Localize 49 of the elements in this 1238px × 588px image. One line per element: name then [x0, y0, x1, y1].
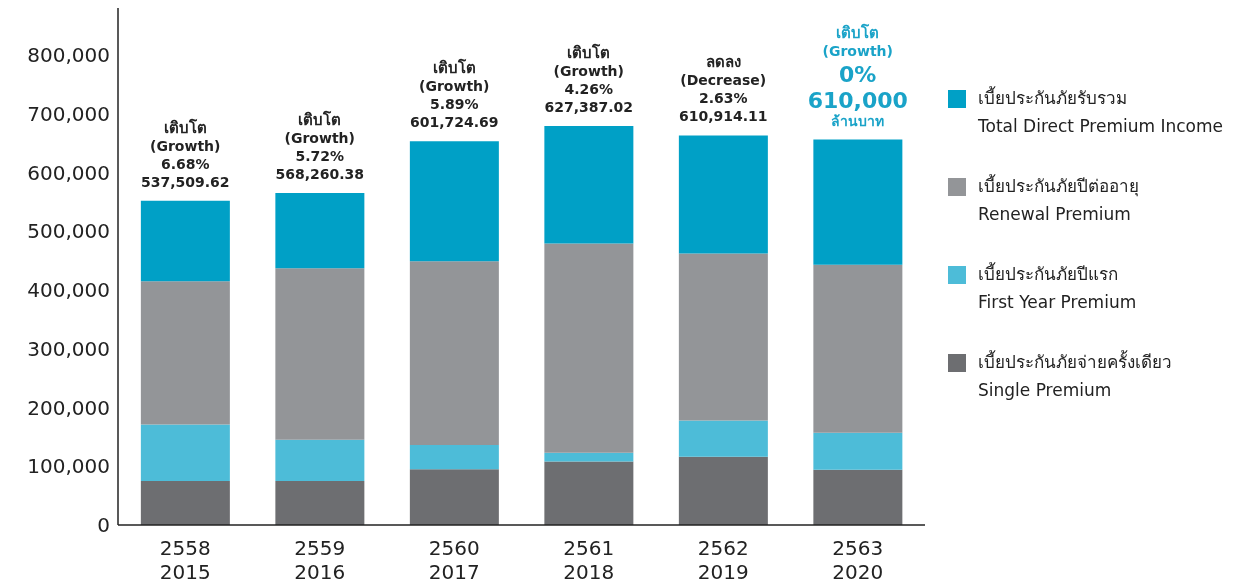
- bar: [678, 253, 768, 421]
- bar: [140, 281, 230, 425]
- x-tick-label: 2559 2016: [294, 536, 346, 584]
- annotation: เติบโต (Growth) 5.89% 601,724.69: [409, 58, 499, 131]
- legend-label: เบี้ยประกันภัยจ่ายครั้งเดียว Single Premium: [978, 349, 1172, 402]
- y-tick-label: 0: [97, 513, 110, 538]
- annotation: ลดลง (Decrease) 2.63% 610,914.11: [678, 53, 768, 125]
- bar: [813, 264, 903, 433]
- annotation: เติบโต (Growth) 6.68% 537,509.62: [140, 117, 230, 190]
- y-tick-label: 300,000: [27, 336, 110, 361]
- bar: [544, 243, 634, 453]
- legend-label: เบี้ยประกันภัยปีต่ออายุ Renewal Premium: [978, 173, 1139, 226]
- bar: [409, 445, 499, 470]
- bar: [275, 439, 365, 481]
- bar: [813, 432, 903, 470]
- legend-label: เบี้ยประกันภัยรับรวม Total Direct Premium Income: [978, 85, 1224, 138]
- bar: [544, 126, 634, 244]
- annotation: เติบโต (Growth) 4.26% 627,387.02: [544, 43, 634, 116]
- bar: [275, 193, 365, 269]
- y-tick-label: 400,000: [27, 278, 110, 303]
- x-tick-label: 2560 2017: [428, 536, 480, 584]
- y-tick-label: 100,000: [27, 454, 110, 479]
- bar: [140, 200, 230, 282]
- bar: [678, 135, 768, 254]
- x-tick-label: 2562 2019: [697, 536, 749, 584]
- legend-label: เบี้ยประกันภัยปีแรก First Year Premium: [978, 261, 1137, 314]
- bar: [678, 456, 768, 525]
- annotation: เติบโต (Growth) 0% 610,000 ล้านบาท: [807, 22, 908, 129]
- bar: [140, 424, 230, 481]
- bar: [544, 461, 634, 525]
- y-tick-label: 500,000: [27, 219, 110, 244]
- bar: [813, 469, 903, 525]
- bar: [275, 268, 365, 440]
- annotation: เติบโต (Growth) 5.72% 568,260.38: [275, 110, 365, 183]
- bar: [140, 480, 230, 525]
- x-tick-label: 2563 2020: [832, 536, 884, 584]
- x-tick-label: 2561 2018: [563, 536, 615, 584]
- y-tick-label: 200,000: [27, 395, 110, 420]
- bar: [409, 469, 499, 525]
- bar: [275, 480, 365, 525]
- y-tick-label: 600,000: [27, 160, 110, 185]
- bar: [409, 261, 499, 446]
- bar: [678, 420, 768, 457]
- bar: [813, 139, 903, 265]
- bar: [544, 452, 634, 462]
- y-tick-label: 800,000: [27, 43, 110, 68]
- x-tick-label: 2558 2015: [159, 536, 211, 584]
- y-tick-label: 700,000: [27, 101, 110, 126]
- bar: [409, 141, 499, 262]
